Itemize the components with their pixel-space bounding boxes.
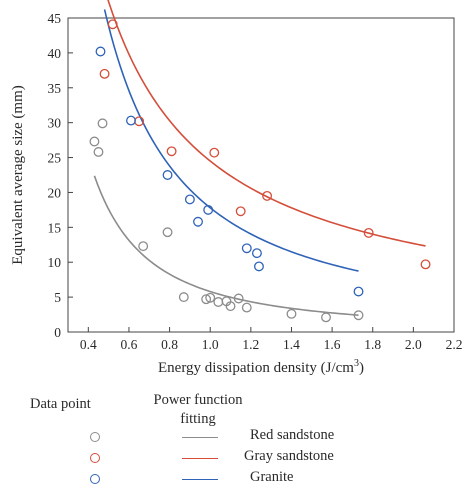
legend-header-fitting-line1: Power function	[153, 392, 243, 408]
y-tick-label: 40	[48, 46, 62, 61]
y-tick-label: 10	[48, 255, 62, 270]
data-point-granite	[95, 46, 106, 57]
axis-ticks: 0.4 0.6 0.8 1.0 1.2 1.4 1.6 1.8 2.0 2.2 0 5 10 15 20 25…	[48, 11, 463, 352]
x-tick-label: 1.4	[283, 337, 300, 352]
data-point-granite	[203, 204, 214, 215]
data-point-granite	[162, 170, 173, 180]
legend-header-fitting: Power function fitting	[143, 391, 253, 429]
data-points	[89, 19, 431, 323]
legend-header-data-point: Data point	[30, 396, 91, 412]
legend-line-granite	[182, 479, 218, 480]
data-point-red-sandstone	[353, 310, 364, 321]
y-tick-label: 25	[48, 151, 62, 166]
data-point-gray-sandstone	[363, 227, 374, 238]
fit-line-red-sandstone	[93, 175, 359, 316]
x-tick-label: 1.2	[242, 337, 259, 352]
y-tick-label: 35	[48, 81, 62, 96]
y-tick-label: 30	[48, 116, 62, 131]
data-point-red-sandstone	[213, 297, 224, 307]
chart: 0.4 0.6 0.8 1.0 1.2 1.4 1.6 1.8 2.0 2.2 0 5 10 15 20 25…	[10, 0, 463, 376]
x-tick-label: 1.8	[364, 337, 381, 352]
y-tick-label: 15	[48, 220, 62, 235]
legend: Data point Power function fitting Red sa…	[0, 380, 474, 499]
x-tick-label: 2.0	[405, 337, 422, 352]
data-point-red-sandstone	[93, 147, 104, 157]
legend-marker-granite	[90, 474, 100, 484]
fit-curves	[93, 0, 426, 316]
x-tick-label: 2.2	[446, 337, 463, 352]
x-tick-label: 0.6	[121, 337, 138, 352]
plot-frame	[67, 17, 455, 333]
legend-marker-gray-sandstone	[90, 453, 100, 463]
data-point-gray-sandstone	[235, 206, 246, 217]
data-point-gray-sandstone	[166, 146, 177, 157]
data-point-gray-sandstone	[262, 190, 273, 201]
data-point-red-sandstone	[286, 308, 297, 319]
legend-label-gray-sandstone: Gray sandstone	[244, 448, 334, 464]
legend-header-fitting-line2: fitting	[180, 411, 216, 427]
data-point-granite	[254, 261, 264, 272]
data-point-granite	[184, 194, 195, 205]
legend-label-granite: Granite	[250, 469, 294, 485]
x-tick-label: 0.8	[161, 337, 178, 352]
data-point-gray-sandstone	[134, 116, 145, 127]
data-point-red-sandstone	[89, 136, 100, 147]
data-point-red-sandstone	[233, 293, 244, 304]
data-point-red-sandstone	[225, 301, 236, 312]
legend-label-red-sandstone: Red sandstone	[250, 427, 335, 443]
data-point-gray-sandstone	[99, 68, 110, 79]
data-point-red-sandstone	[205, 292, 216, 303]
y-tick-label: 45	[48, 11, 62, 26]
data-point-granite	[126, 115, 136, 126]
y-axis-label: Equivalent average size (mm)	[10, 85, 26, 265]
data-point-red-sandstone	[321, 312, 331, 323]
x-tick-label: 0.4	[80, 337, 97, 352]
y-tick-label: 0	[54, 325, 61, 340]
data-point-granite	[193, 216, 203, 227]
x-axis-label: Energy dissipation density (J/cm3)	[158, 358, 364, 376]
data-point-granite	[251, 248, 262, 259]
data-point-red-sandstone	[162, 227, 173, 238]
data-point-red-sandstone	[178, 292, 189, 303]
x-tick-label: 1.6	[324, 337, 341, 352]
data-point-gray-sandstone	[420, 259, 431, 270]
legend-line-gray-sandstone	[182, 458, 218, 459]
fit-line-gray-sandstone	[107, 0, 426, 247]
legend-line-red-sandstone	[182, 437, 218, 438]
y-tick-label: 20	[48, 185, 62, 200]
data-point-granite	[353, 286, 364, 297]
data-point-red-sandstone	[241, 302, 252, 313]
data-point-gray-sandstone	[107, 19, 118, 30]
fit-line-granite	[103, 9, 359, 272]
data-point-red-sandstone	[138, 241, 149, 252]
data-point-granite	[241, 243, 252, 254]
legend-marker-red-sandstone	[90, 432, 100, 442]
data-point-red-sandstone	[201, 294, 212, 305]
data-point-red-sandstone	[97, 118, 108, 129]
x-tick-label: 1.0	[202, 337, 219, 352]
y-tick-label: 5	[54, 290, 61, 305]
data-point-gray-sandstone	[209, 147, 220, 158]
